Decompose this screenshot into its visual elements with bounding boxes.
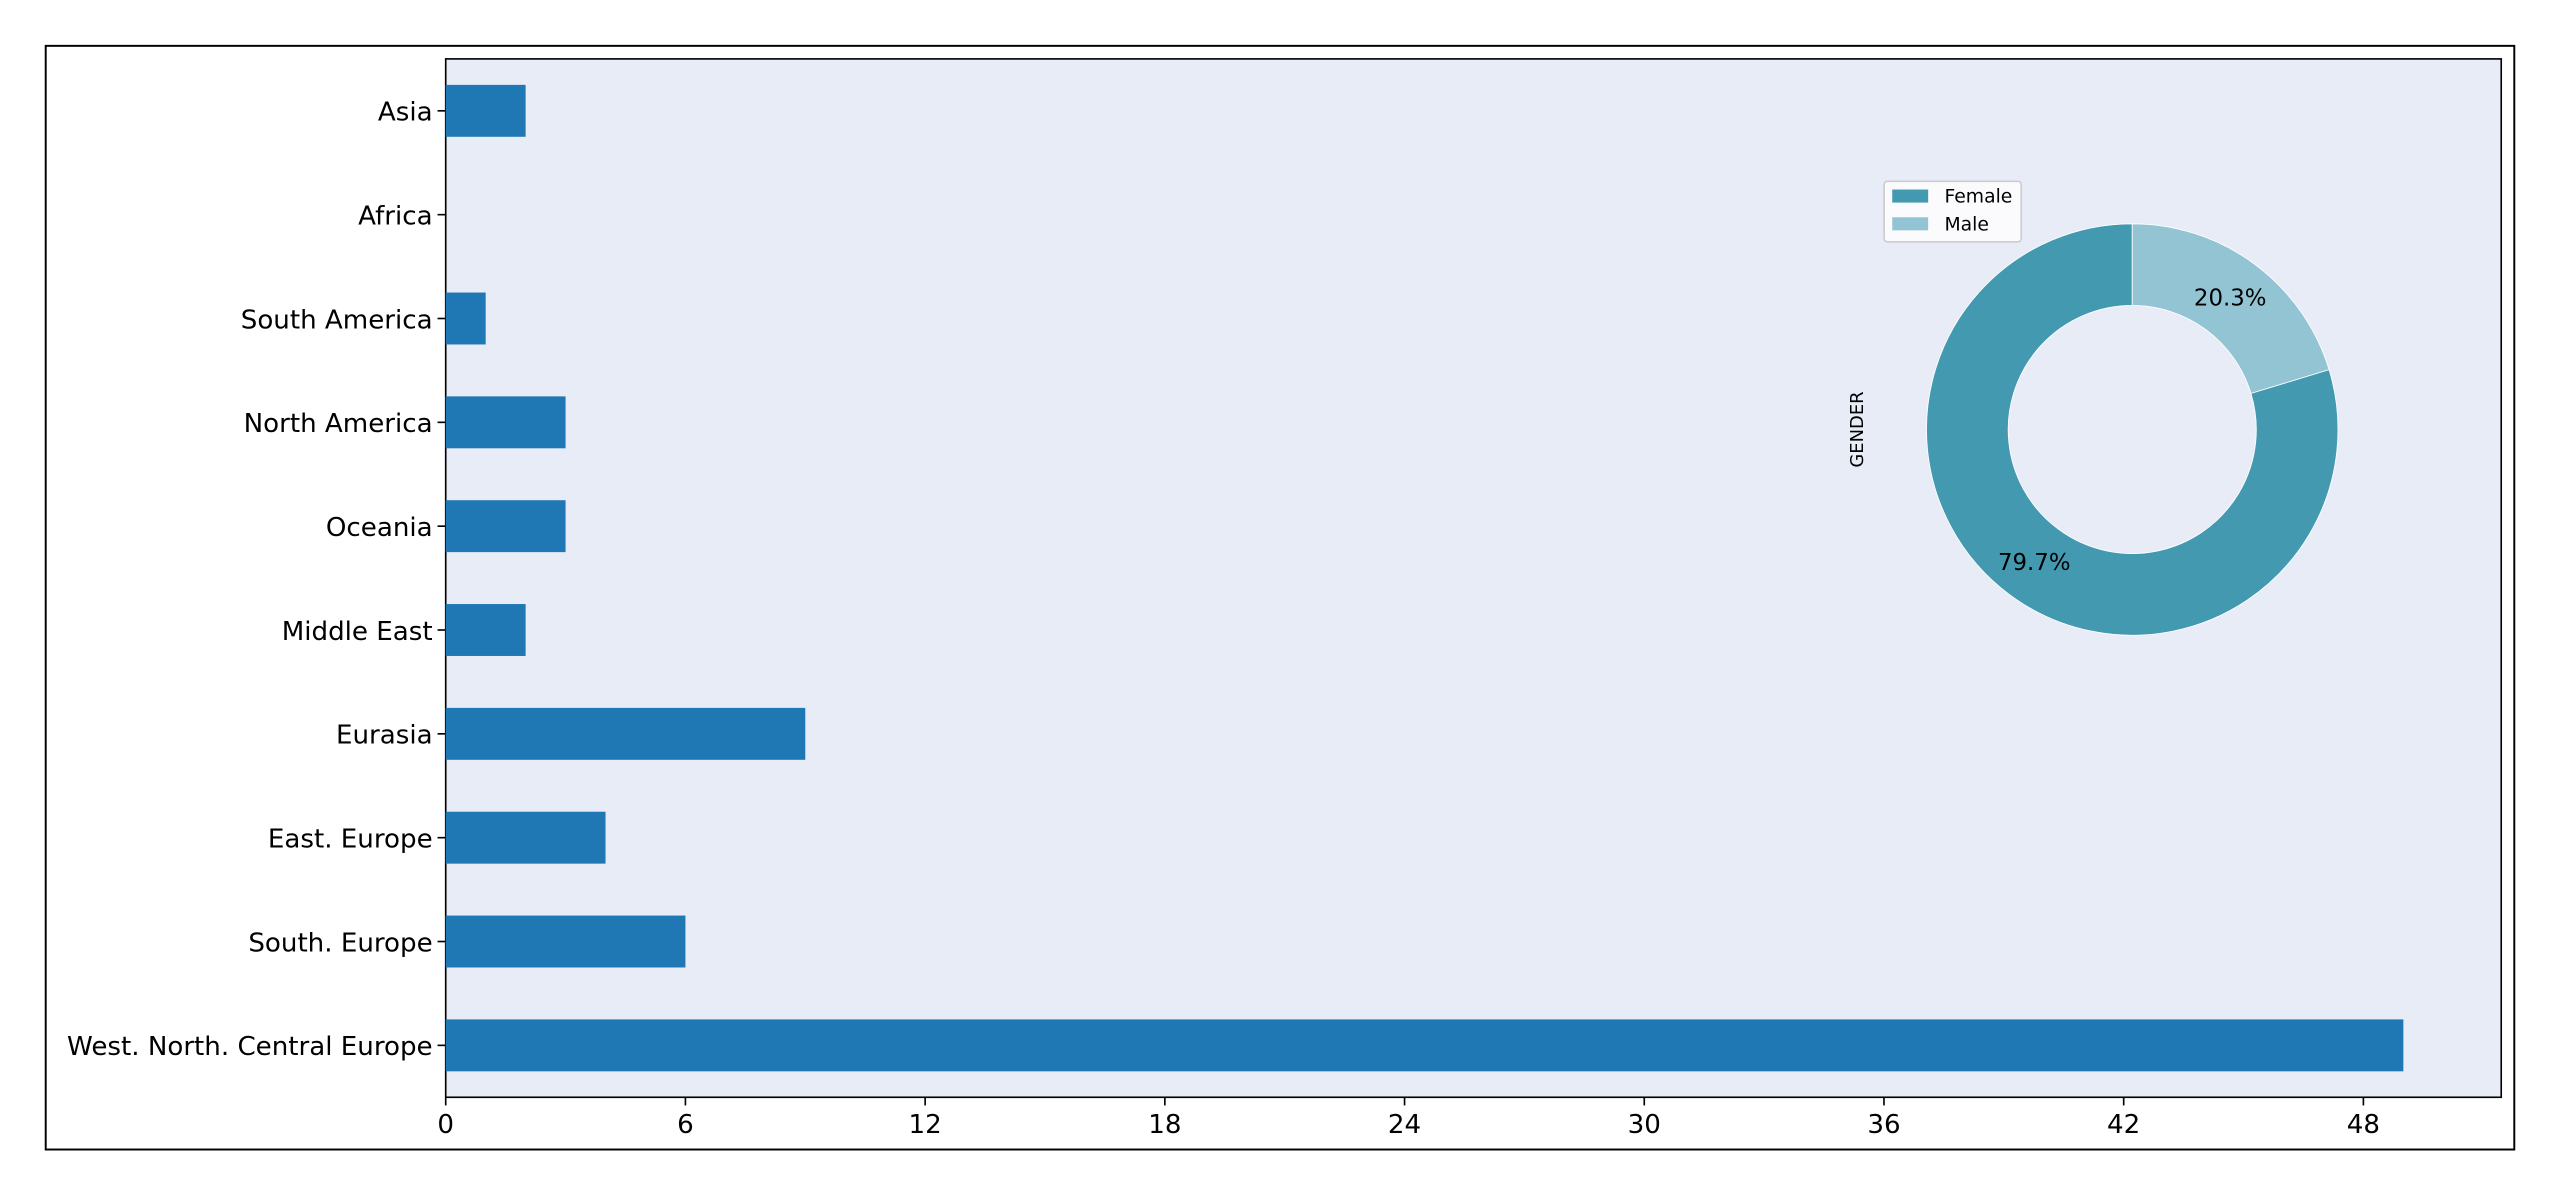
- y-axis-label: GENDER: [1847, 391, 1868, 467]
- x-tick-label: 36: [1867, 1110, 1900, 1140]
- y-tick-label: West. North. Central Europe: [67, 1032, 433, 1062]
- bar: [445, 84, 526, 137]
- x-tick-label: 0: [437, 1110, 454, 1140]
- legend-label: Male: [1944, 214, 1988, 235]
- y-tick-label: South. Europe: [248, 928, 432, 958]
- pie-label: 20.3%: [2194, 285, 2267, 311]
- x-tick-label: 42: [2107, 1110, 2140, 1140]
- y-tick-label: Middle East: [282, 617, 433, 647]
- bar: [445, 604, 526, 656]
- x-tick-label: 30: [1628, 1110, 1661, 1140]
- bar: [445, 292, 486, 345]
- y-tick-label: Africa: [358, 201, 432, 231]
- pie-wedge: [2131, 223, 2330, 394]
- bar: [445, 500, 566, 553]
- legend-swatch: [1892, 189, 1929, 203]
- y-tick-label: Oceania: [326, 513, 433, 543]
- y-tick-label: South America: [241, 305, 433, 335]
- bar: [445, 396, 566, 449]
- legend-swatch: [1892, 217, 1929, 231]
- y-tick-label: North America: [244, 409, 433, 439]
- y-tick-label: Eurasia: [336, 721, 433, 751]
- legend-label: Female: [1944, 187, 2012, 208]
- pie-label: 79.7%: [1998, 550, 2071, 576]
- x-tick-label: 24: [1388, 1110, 1421, 1140]
- y-tick-label: East. Europe: [268, 824, 433, 854]
- x-tick-label: 18: [1148, 1110, 1181, 1140]
- y-tick-label: Asia: [378, 98, 433, 128]
- bar: [445, 811, 606, 864]
- pie-wedge: [1926, 223, 2339, 636]
- bar: [445, 1019, 2404, 1072]
- bar: [445, 915, 686, 968]
- x-tick-label: 6: [677, 1110, 694, 1140]
- bar: [445, 707, 806, 760]
- x-tick-label: 12: [909, 1110, 942, 1140]
- x-tick-label: 48: [2347, 1110, 2380, 1140]
